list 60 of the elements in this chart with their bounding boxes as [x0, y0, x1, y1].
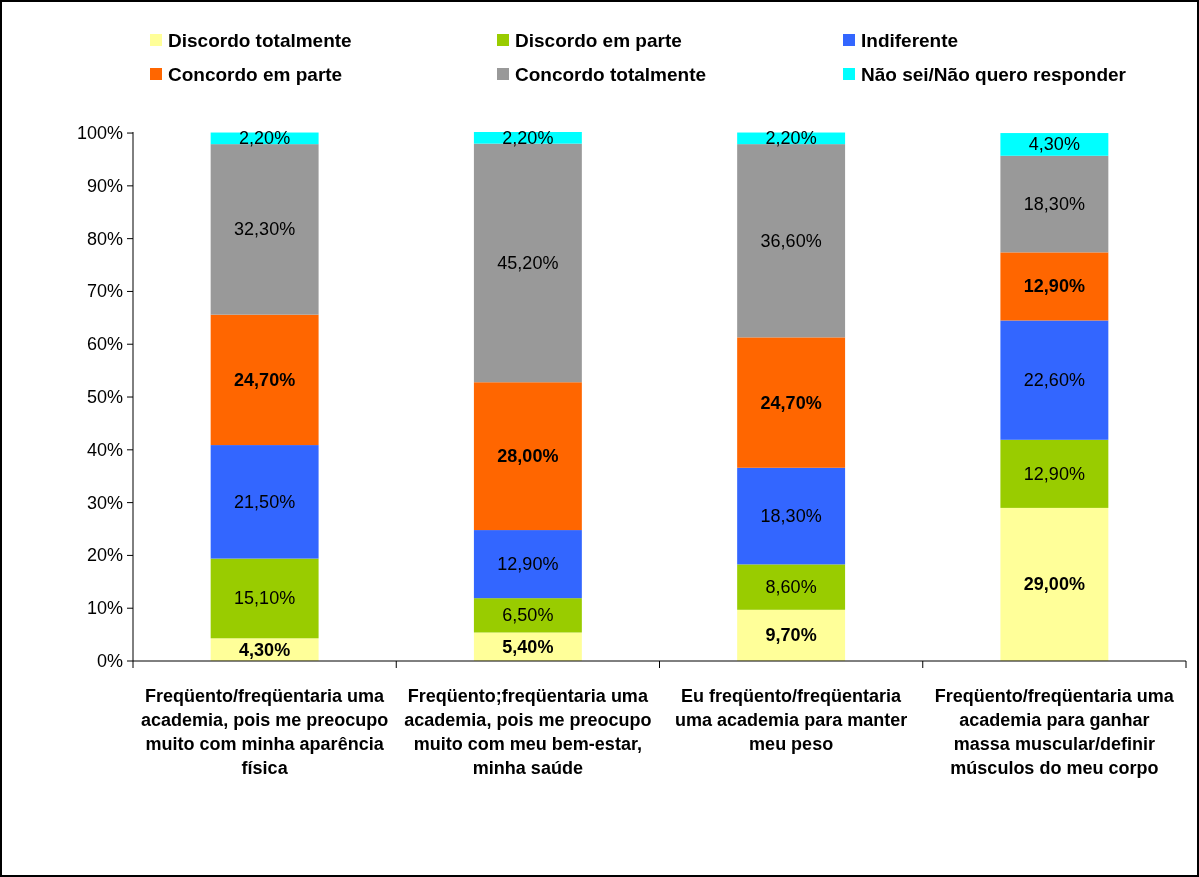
legend-label: Concordo em parte — [168, 64, 343, 85]
bar — [737, 564, 846, 610]
legend-label: Concordo totalmente — [515, 64, 707, 85]
data-label: 12,90% — [497, 554, 559, 575]
y-tick-label: 50% — [86, 387, 123, 408]
y-tick-label: 10% — [86, 598, 123, 619]
y-tick-label: 60% — [86, 334, 123, 355]
data-label: 22,60% — [1023, 370, 1085, 391]
data-label: 18,30% — [1023, 194, 1085, 215]
bar — [473, 598, 582, 633]
data-label: 15,10% — [234, 588, 296, 609]
bar — [1000, 507, 1109, 661]
data-label: 5,40% — [502, 636, 554, 657]
bar — [737, 609, 846, 661]
data-label: 6,50% — [502, 605, 554, 626]
legend-label: Indiferente — [861, 30, 959, 51]
data-label: 2,20% — [502, 127, 554, 148]
bar — [1000, 155, 1109, 253]
data-label: 8,60% — [765, 577, 817, 598]
x-tick-label: Freqüento/freqüentaria uma academia, pois me preocupo muito com minha aparência física — [141, 686, 389, 778]
data-label: 32,30% — [234, 219, 296, 240]
y-tick-label: 20% — [86, 545, 123, 566]
y-tick-label: 100% — [76, 123, 123, 144]
data-label: 9,70% — [765, 625, 817, 646]
y-tick-label: 30% — [86, 492, 123, 513]
bar — [210, 445, 319, 559]
bar — [1000, 252, 1109, 321]
data-label: 36,60% — [760, 230, 822, 251]
x-tick-label: Freqüento/freqüentaria uma academia para ganhar massa muscular/definir músculos do meu corpo — [934, 686, 1175, 778]
data-label: 29,00% — [1023, 574, 1085, 595]
y-tick-label: 70% — [86, 281, 123, 302]
data-label: 18,30% — [760, 506, 822, 527]
bar — [473, 382, 582, 531]
data-label: 2,20% — [239, 128, 291, 149]
y-tick-label: 40% — [86, 439, 123, 460]
data-label: 24,70% — [760, 392, 822, 413]
x-tick-label: Freqüento;freqüentaria uma academia, pois me preocupo muito com meu bem-estar, minha saúde — [404, 686, 652, 778]
data-label: 21,50% — [234, 491, 296, 512]
legend-label: Discordo totalmente — [168, 30, 352, 51]
bar — [737, 337, 846, 468]
y-tick-label: 80% — [86, 228, 123, 249]
data-label: 4,30% — [1028, 134, 1080, 155]
data-label: 12,90% — [1023, 276, 1085, 297]
bar — [1000, 320, 1109, 440]
y-tick-label: 90% — [86, 175, 123, 196]
data-label: 4,30% — [239, 639, 291, 660]
bar — [210, 558, 319, 639]
legend-label: Discordo em parte — [515, 30, 682, 51]
bar — [1000, 439, 1109, 508]
legend-label: Não sei/Não quero responder — [861, 64, 1127, 85]
data-label: 24,70% — [234, 369, 296, 390]
bar — [210, 314, 319, 446]
data-label: 28,00% — [497, 446, 559, 467]
y-tick-label: 0% — [96, 651, 123, 671]
data-label: 2,20% — [765, 128, 817, 149]
x-tick-label: Eu freqüento/freqüentaria uma academia para manter meu peso — [675, 686, 908, 754]
bar — [737, 467, 846, 565]
data-label: 12,90% — [1023, 463, 1085, 484]
data-label: 45,20% — [497, 252, 559, 273]
bar — [473, 530, 582, 599]
